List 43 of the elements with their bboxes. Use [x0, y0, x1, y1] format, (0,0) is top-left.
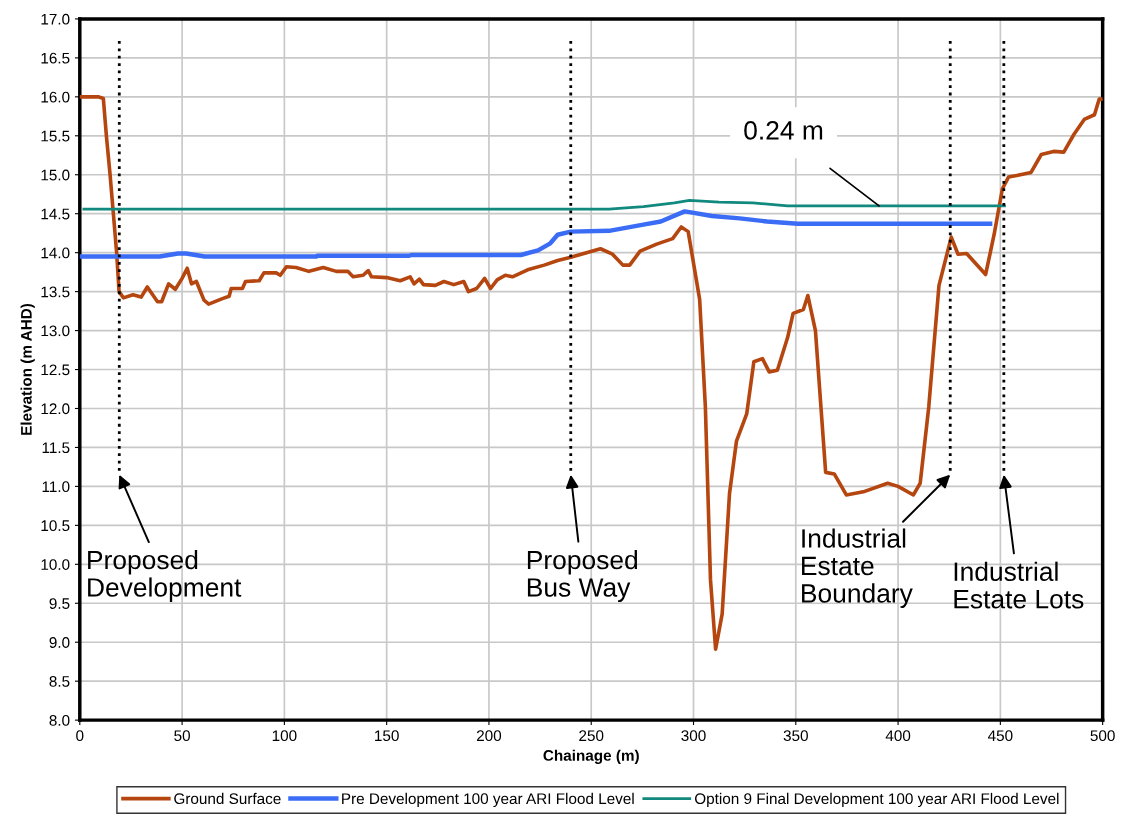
y-tick-label: 13.5 — [41, 286, 70, 298]
y-tick-label: 12.5 — [41, 364, 70, 376]
y-tick-label: 8.0 — [49, 714, 70, 726]
legend-label: Option 9 Final Development 100 year ARI Flood Level — [695, 792, 1059, 808]
x-axis-title: Chainage (m) — [543, 749, 639, 764]
y-tick-label: 16.5 — [41, 52, 70, 64]
y-tick-label: 10.5 — [41, 520, 70, 532]
y-tick-label: 15.5 — [41, 130, 70, 142]
y-tick-label: 16.0 — [41, 91, 70, 103]
line-series — [79, 95, 1103, 652]
legend-label: Ground Surface — [174, 792, 281, 805]
y-tick-label: 11.5 — [42, 442, 70, 454]
line-series — [79, 209, 993, 259]
x-tick-label: 400 — [885, 730, 911, 742]
y-axis-title: Elevation (m AHD) — [20, 303, 35, 435]
y-tick-label: 11.0 — [42, 481, 70, 493]
annotation: 0.24 m — [744, 121, 823, 140]
ref-line-label: Industrial Estate Boundary — [802, 528, 913, 608]
y-tick-label: 10.0 — [41, 559, 70, 570]
y-tick-label: 14.5 — [41, 208, 70, 220]
y-tick-label: 14.0 — [41, 247, 70, 259]
x-tick-label: 100 — [272, 730, 297, 742]
ref-line-label: Proposed Development — [88, 549, 242, 603]
y-tick-label: 9.5 — [49, 598, 70, 609]
x-tick-label: 200 — [476, 730, 502, 742]
x-tick-label: 300 — [681, 730, 706, 742]
x-tick-label: 250 — [579, 730, 604, 742]
x-tick-label: 500 — [1090, 730, 1115, 742]
x-tick-label: 150 — [375, 730, 399, 742]
x-tick-label: 350 — [783, 730, 808, 742]
ref-line-label: Industrial Estate Lots — [954, 561, 1084, 609]
y-tick-label: 13.0 — [41, 325, 70, 337]
y-tick-label: 12.0 — [41, 403, 70, 415]
y-tick-label: 9.0 — [49, 637, 70, 648]
x-tick-label: 50 — [174, 730, 190, 742]
x-tick-label: 450 — [987, 730, 1013, 742]
ref-line-label: Proposed Bus Way — [527, 549, 638, 603]
y-tick-label: 17.0 — [41, 13, 70, 25]
y-tick-label: 8.5 — [49, 676, 70, 687]
line-series — [82, 199, 1006, 211]
y-tick-label: 15.0 — [41, 169, 70, 181]
x-tick-label: 0 — [76, 730, 84, 742]
legend-label: Pre Development 100 year ARI Flood Level — [342, 792, 634, 808]
